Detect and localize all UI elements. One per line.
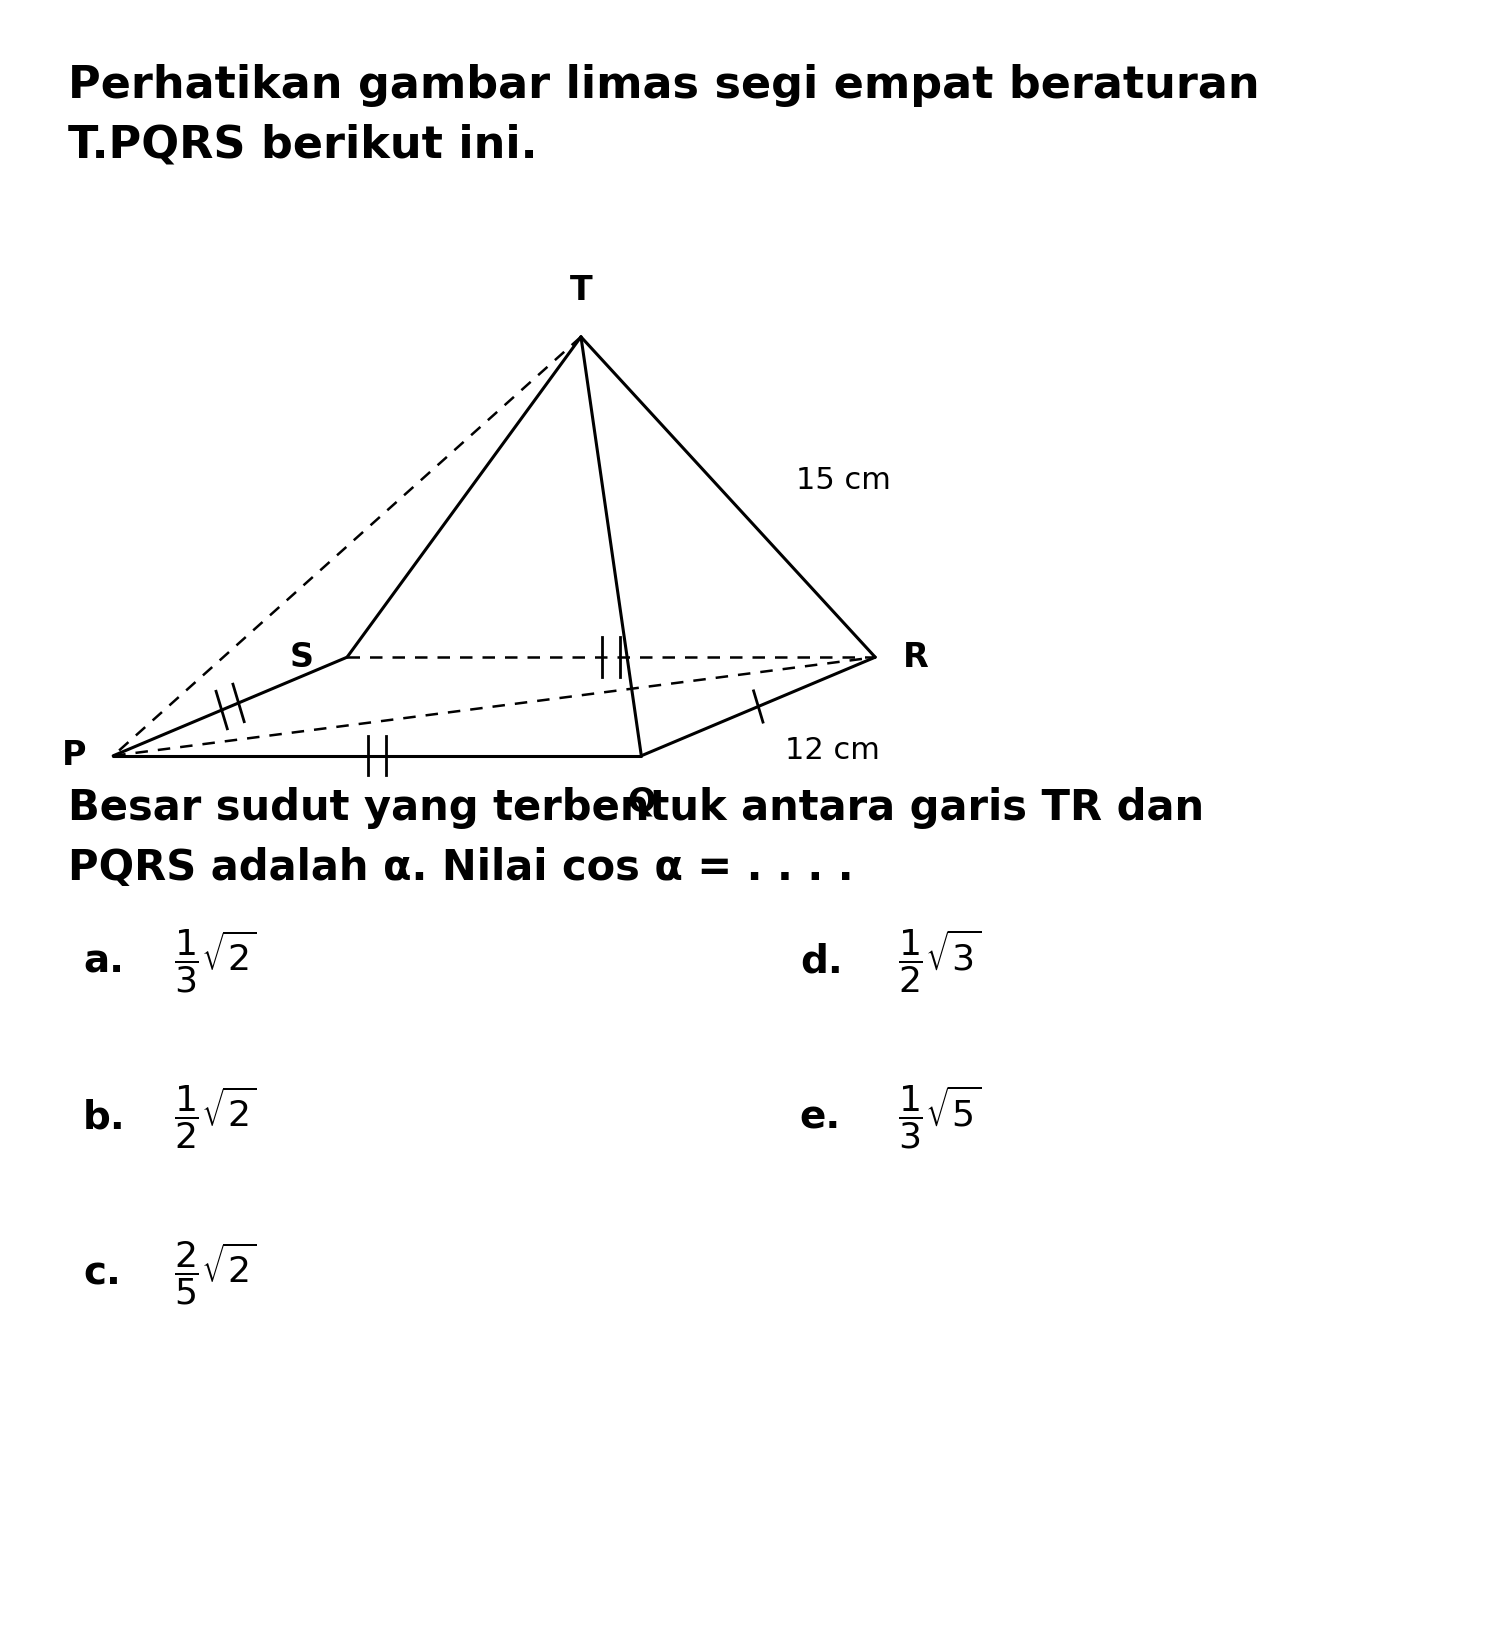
Text: Q: Q (628, 785, 655, 818)
Text: Besar sudut yang terbentuk antara garis TR dan: Besar sudut yang terbentuk antara garis … (68, 787, 1204, 830)
Text: d.: d. (800, 941, 842, 981)
Text: 12 cm: 12 cm (785, 736, 880, 766)
Text: 15 cm: 15 cm (797, 467, 890, 495)
Text: $\dfrac{1}{2}\sqrt{3}$: $\dfrac{1}{2}\sqrt{3}$ (898, 928, 981, 994)
Text: c.: c. (83, 1254, 121, 1293)
Text: e.: e. (800, 1098, 841, 1137)
Text: $\dfrac{2}{5}\sqrt{2}$: $\dfrac{2}{5}\sqrt{2}$ (174, 1240, 257, 1306)
Text: T: T (570, 274, 592, 307)
Text: $\dfrac{1}{3}\sqrt{5}$: $\dfrac{1}{3}\sqrt{5}$ (898, 1084, 981, 1150)
Text: P: P (62, 739, 86, 772)
Text: a.: a. (83, 941, 124, 981)
Text: $\dfrac{1}{3}\sqrt{2}$: $\dfrac{1}{3}\sqrt{2}$ (174, 928, 257, 994)
Text: T.PQRS berikut ini.: T.PQRS berikut ini. (68, 123, 537, 166)
Text: Perhatikan gambar limas segi empat beraturan: Perhatikan gambar limas segi empat berat… (68, 64, 1260, 107)
Text: R: R (902, 641, 928, 674)
Text: S: S (290, 641, 314, 674)
Text: PQRS adalah α. Nilai cos α = . . . .: PQRS adalah α. Nilai cos α = . . . . (68, 846, 854, 889)
Text: $\dfrac{1}{2}\sqrt{2}$: $\dfrac{1}{2}\sqrt{2}$ (174, 1084, 257, 1150)
Text: b.: b. (83, 1098, 125, 1137)
